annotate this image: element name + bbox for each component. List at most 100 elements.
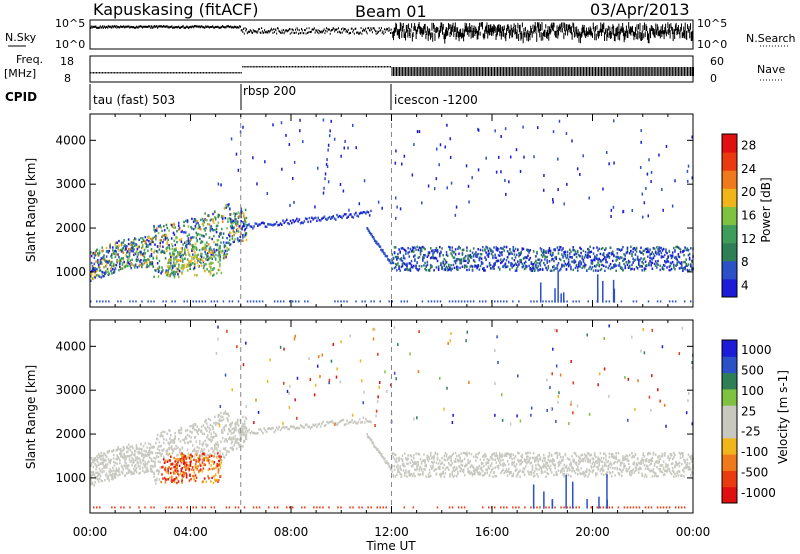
data-cell bbox=[391, 267, 394, 271]
data-cell bbox=[400, 300, 403, 303]
data-cell bbox=[284, 220, 287, 223]
nsky-mark bbox=[481, 22, 483, 27]
data-cell bbox=[215, 466, 217, 470]
nsky-mark bbox=[640, 32, 642, 41]
data-cell bbox=[653, 262, 656, 266]
data-cell bbox=[124, 248, 126, 251]
data-cell bbox=[358, 506, 360, 509]
data-cell bbox=[242, 427, 244, 430]
data-cell bbox=[185, 265, 188, 268]
data-cell bbox=[174, 264, 177, 267]
data-cell bbox=[667, 260, 669, 263]
freq-mark bbox=[451, 67, 453, 76]
data-cell bbox=[118, 470, 120, 474]
data-cell bbox=[361, 300, 363, 303]
data-cell bbox=[606, 253, 608, 257]
data-cell bbox=[224, 206, 227, 210]
data-cell bbox=[407, 246, 409, 250]
data-cell bbox=[169, 253, 172, 256]
data-cell bbox=[486, 246, 489, 249]
data-cell bbox=[141, 253, 144, 256]
data-cell bbox=[208, 262, 211, 265]
data-cell bbox=[546, 255, 548, 259]
data-cell bbox=[220, 411, 222, 415]
data-cell bbox=[118, 239, 120, 243]
data-cell bbox=[539, 268, 542, 271]
data-cell bbox=[606, 261, 608, 264]
nsky-mark bbox=[147, 26, 149, 29]
data-cell bbox=[563, 202, 565, 206]
data-cell bbox=[178, 251, 181, 254]
data-cell bbox=[582, 154, 584, 158]
data-cell bbox=[222, 426, 225, 430]
data-cell bbox=[152, 265, 155, 268]
data-cell bbox=[483, 267, 485, 270]
data-cell bbox=[97, 263, 100, 267]
nsky-mark bbox=[218, 26, 220, 29]
freq-mark bbox=[519, 67, 521, 76]
nsky-mark bbox=[475, 26, 477, 34]
data-cell bbox=[522, 257, 525, 260]
freq-mark bbox=[231, 72, 233, 74]
freq-mark bbox=[569, 67, 571, 76]
data-cell bbox=[189, 440, 191, 443]
data-cell bbox=[200, 429, 203, 433]
data-cell bbox=[216, 422, 219, 425]
nsky-mark bbox=[301, 27, 303, 30]
data-cell bbox=[147, 469, 149, 472]
freq-mark bbox=[510, 67, 512, 76]
data-cell bbox=[183, 266, 186, 269]
data-cell bbox=[225, 253, 228, 257]
data-cell bbox=[494, 300, 496, 303]
data-cell bbox=[463, 264, 466, 267]
data-cell bbox=[656, 266, 658, 269]
freq-mark bbox=[653, 67, 655, 76]
data-cell bbox=[301, 506, 303, 509]
data-cell bbox=[565, 267, 568, 271]
data-cell bbox=[155, 482, 157, 485]
nsky-mark bbox=[398, 28, 400, 38]
data-cell bbox=[579, 246, 581, 249]
data-cell bbox=[510, 251, 512, 254]
data-cell bbox=[237, 230, 240, 233]
data-cell bbox=[679, 266, 682, 270]
data-cell bbox=[162, 245, 164, 249]
data-cell bbox=[145, 450, 148, 453]
data-cell bbox=[285, 506, 288, 509]
data-cell bbox=[199, 218, 202, 222]
freq-mark bbox=[207, 72, 209, 74]
data-cell bbox=[158, 449, 161, 452]
data-cell bbox=[230, 438, 233, 442]
nsky-mark bbox=[536, 33, 538, 42]
data-cell bbox=[451, 246, 454, 249]
nsky-mark bbox=[259, 31, 261, 34]
data-cell bbox=[221, 431, 224, 435]
data-cell bbox=[548, 506, 550, 509]
nsky-mark bbox=[208, 26, 210, 29]
data-cell bbox=[580, 262, 582, 266]
data-cell bbox=[123, 454, 126, 458]
nsky-mark bbox=[151, 26, 153, 29]
nsky-mark bbox=[686, 30, 688, 41]
data-cell bbox=[437, 265, 440, 268]
freq-mark bbox=[480, 67, 482, 76]
data-cell bbox=[98, 269, 101, 272]
data-cell bbox=[156, 262, 159, 265]
data-cell bbox=[170, 255, 172, 259]
nsky-mark bbox=[681, 31, 683, 38]
data-cell bbox=[477, 248, 480, 251]
data-cell bbox=[170, 445, 173, 448]
data-cell bbox=[432, 249, 434, 252]
data-cell bbox=[637, 258, 640, 262]
data-cell bbox=[205, 443, 207, 446]
data-cell bbox=[205, 263, 207, 266]
data-cell bbox=[133, 237, 136, 240]
freq-mark bbox=[215, 72, 217, 74]
nsky-mark bbox=[372, 27, 374, 30]
nsky-mark bbox=[666, 29, 668, 34]
nsky-mark bbox=[450, 24, 452, 34]
data-cell bbox=[368, 214, 371, 217]
nsky-mark bbox=[244, 27, 246, 30]
freq-mark bbox=[129, 72, 131, 74]
data-cell bbox=[326, 218, 328, 222]
